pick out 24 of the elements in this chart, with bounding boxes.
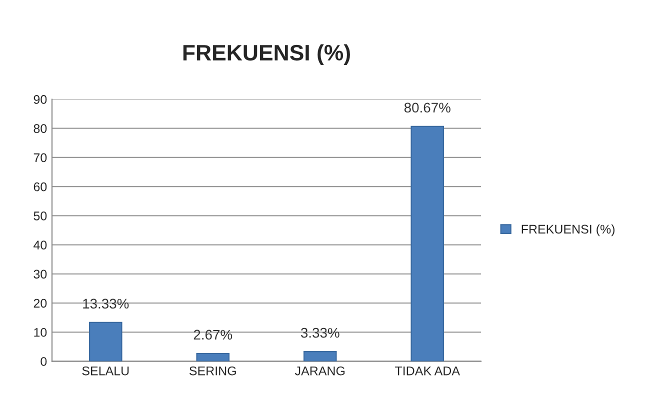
bar: [410, 126, 444, 362]
y-tick-label: 90: [34, 95, 47, 104]
data-label: 3.33%: [300, 328, 340, 338]
bar: [303, 351, 337, 362]
y-tick-label: 50: [34, 212, 47, 220]
x-tick-label: SELALU: [82, 366, 129, 376]
data-label: 2.67%: [194, 330, 232, 340]
bar: [88, 322, 122, 362]
y-tick-label: 10: [34, 328, 47, 337]
y-tick-label: 40: [34, 240, 47, 250]
y-tick-label: 0: [40, 357, 47, 366]
y-tick-label: 20: [34, 298, 47, 308]
x-tick-label: SERING: [189, 366, 236, 376]
y-tick-label: 60: [34, 182, 47, 192]
x-tick-label: TIDAK ADA: [395, 366, 460, 376]
data-label: 13.33%: [83, 298, 129, 309]
x-tick-label: JARANG: [294, 366, 345, 376]
y-tick-label: 70: [34, 153, 47, 162]
y-tick-label: 30: [34, 270, 47, 279]
y-tick-label: 80: [34, 124, 47, 134]
legend-label: FREKUENSI (%): [522, 224, 615, 236]
chart-title: FREKUENSI (%): [183, 44, 350, 65]
data-label: 80.67%: [404, 102, 450, 113]
bar: [196, 352, 230, 362]
